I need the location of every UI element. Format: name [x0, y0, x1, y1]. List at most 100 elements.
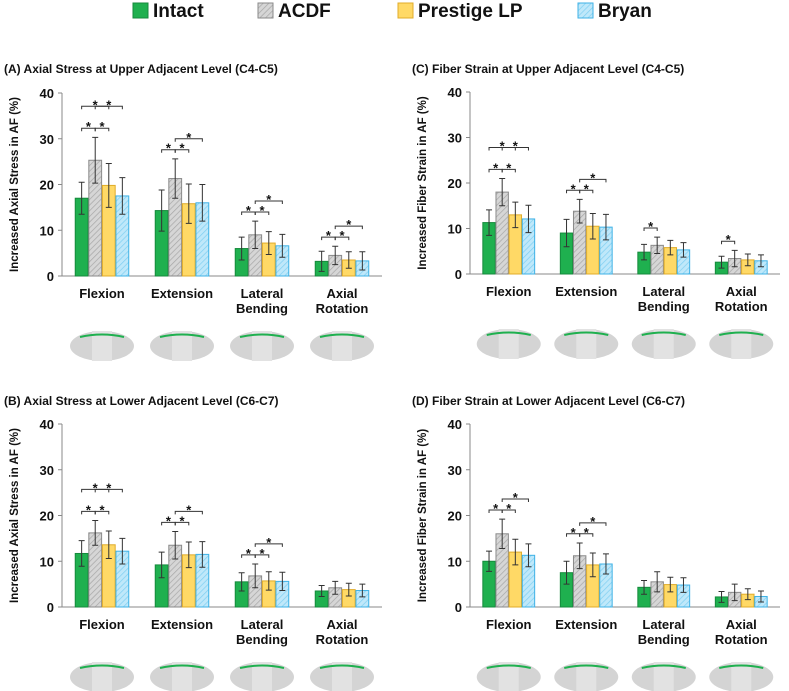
y-tick-label: 0 — [47, 269, 54, 284]
significance-label: * — [86, 502, 92, 517]
significance-bracket — [174, 149, 190, 153]
error-bar — [757, 590, 764, 603]
y-axis-label: Increased Axial Stress in AF (%) — [9, 428, 21, 603]
disc-icon-core — [731, 662, 752, 691]
significance-bracket — [94, 488, 123, 493]
significance-bracket — [174, 521, 190, 526]
error-bar — [359, 583, 366, 598]
disc-icon-band — [564, 331, 609, 336]
error-bar — [252, 220, 259, 250]
error-bar — [172, 158, 179, 199]
significance-label: * — [493, 501, 499, 516]
x-tick-label: Extension — [150, 617, 214, 632]
significance-label: * — [246, 203, 252, 218]
significance-label: * — [584, 525, 590, 540]
error-bar — [757, 254, 764, 268]
disc-icon-core — [332, 662, 352, 691]
disc-icon-band — [486, 664, 531, 669]
disc-icon-band — [564, 664, 609, 669]
legend-label: Bryan — [598, 1, 652, 22]
significance-label: * — [346, 217, 352, 232]
error-bar — [238, 572, 245, 592]
significance-label: * — [513, 139, 519, 154]
error-bar — [486, 550, 493, 572]
error-bar — [499, 518, 506, 549]
error-bar — [265, 571, 272, 591]
disc-icon-band — [641, 664, 686, 669]
disc-icon-core — [498, 662, 519, 691]
disc-icon-core — [332, 331, 352, 361]
y-tick-label: 30 — [448, 463, 462, 478]
disc-icon-core — [252, 331, 272, 361]
error-bar — [744, 588, 751, 601]
significance-label: * — [571, 525, 577, 540]
x-tick-label: Flexion — [79, 617, 125, 632]
significance-bracket — [643, 227, 658, 232]
x-tick-label: Lateral Bending — [637, 284, 690, 314]
disc-icon-core — [92, 331, 112, 361]
error-bar — [279, 571, 286, 592]
x-tick-label: Axial Rotation — [714, 617, 768, 647]
disc-icon-band — [159, 333, 205, 338]
error-bar — [602, 213, 609, 241]
x-tick-label: Extension — [150, 286, 214, 301]
significance-label: * — [339, 228, 345, 243]
significance-bracket — [254, 200, 283, 204]
error-bar — [680, 577, 687, 593]
disc-icon-band — [239, 664, 285, 669]
error-bar — [105, 162, 112, 208]
y-tick-label: 30 — [40, 463, 54, 478]
error-bar — [345, 582, 352, 597]
disc-icon-band — [319, 333, 365, 338]
y-axis-label: Increased Fiber Strain in AF (%) — [417, 96, 429, 270]
y-tick-label: 0 — [47, 600, 54, 615]
legend-swatch — [577, 2, 594, 19]
error-bar — [318, 584, 325, 597]
significance-label: * — [506, 501, 512, 516]
error-bar — [238, 236, 245, 261]
x-tick-label: Lateral Bending — [637, 617, 690, 647]
significance-bracket — [721, 240, 736, 245]
error-bar — [667, 576, 674, 593]
x-tick-label: Axial Rotation — [315, 286, 369, 316]
significance-label: * — [246, 546, 252, 561]
x-tick-label: Flexion — [485, 617, 532, 632]
disc-icon-band — [79, 664, 125, 669]
disc-icon-band — [719, 664, 764, 669]
disc-icon-band — [641, 331, 686, 336]
significance-label: * — [93, 480, 99, 495]
error-bar — [589, 552, 596, 578]
error-bar — [499, 177, 506, 207]
significance-bracket — [501, 498, 529, 503]
significance-label: * — [584, 181, 590, 196]
disc-icon-core — [498, 329, 519, 359]
significance-label: * — [166, 141, 172, 156]
y-tick-label: 40 — [40, 417, 54, 432]
x-tick-label: Axial Rotation — [315, 617, 369, 647]
error-bar — [731, 249, 738, 268]
disc-icon-core — [576, 329, 597, 359]
significance-label: * — [99, 119, 105, 134]
significance-bracket — [94, 127, 110, 132]
error-bar — [602, 553, 609, 575]
significance-label: * — [106, 480, 112, 495]
significance-label: * — [93, 97, 99, 112]
error-bar — [332, 245, 339, 266]
significance-bracket — [579, 178, 607, 183]
y-tick-label: 10 — [40, 223, 54, 238]
error-bar — [641, 579, 648, 595]
error-bar — [345, 251, 352, 269]
significance-bracket — [501, 168, 516, 173]
error-bar — [654, 571, 661, 593]
disc-icon-core — [731, 329, 752, 359]
error-bar — [332, 580, 339, 595]
significance-bracket — [254, 543, 283, 547]
disc-icon-band — [79, 333, 125, 338]
error-bar — [78, 540, 85, 567]
significance-bracket — [579, 533, 594, 537]
error-bar — [92, 520, 99, 546]
significance-label: * — [106, 97, 112, 112]
significance-bracket — [254, 211, 270, 215]
x-tick-label: Extension — [555, 617, 618, 632]
